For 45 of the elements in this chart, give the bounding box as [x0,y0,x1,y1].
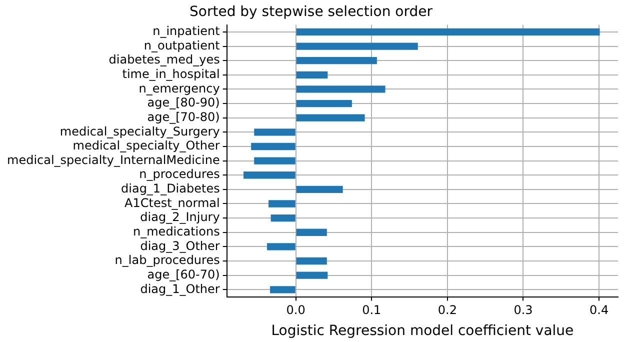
bar [296,86,386,93]
y-tick-label: time_in_hospital [122,67,220,82]
bar [244,172,296,179]
bar [270,286,296,294]
bar [296,114,365,122]
y-tick-label: medical_specialty_InternalMedicine [7,152,220,167]
bar [296,71,328,78]
bar [296,272,328,279]
bar [296,57,377,64]
y-tick-label: n_outpatient [144,38,220,52]
y-tick-label: diag_1_Other [140,282,220,296]
y-tick-label: n_inpatient [152,24,220,38]
y-tick-label: n_emergency [138,81,220,96]
x-tick-label: 0.0 [286,303,306,318]
y-tick-label: n_lab_procedures [114,253,220,268]
y-tick-label: n_procedures [139,167,220,182]
y-tick-label: diag_3_Other [140,238,220,253]
y-tick-label: age_[60-70) [147,267,220,282]
bar [270,214,296,222]
bar [296,100,352,108]
bar [254,128,296,136]
x-tick-label: 0.3 [514,303,533,318]
x-tick-label: 0.2 [438,303,457,318]
y-tick-label: n_medications [133,224,220,239]
bar [254,157,296,164]
y-tick-label: age_[80-90) [147,96,220,110]
bar [296,28,600,36]
bar [296,228,327,236]
y-tick-label: diabetes_med_yes [108,52,220,67]
y-tick-label: medical_specialty_Other [72,138,220,153]
y-tick-label: diag_2_Injury [140,210,220,224]
bar [296,257,327,265]
x-axis-title: Logistic Regression model coefficient value [271,323,574,340]
x-tick-label: 0.1 [362,303,382,318]
bar [268,200,296,208]
chart-title: Sorted by stepwise selection order [190,4,433,20]
bar [296,42,418,50]
y-tick-label: A1Ctest_normal [124,196,220,210]
x-tick-label: 0.4 [590,303,609,318]
bar [296,186,343,194]
bar [251,142,296,150]
y-tick-label: medical_specialty_Surgery [60,124,220,138]
y-tick-label: age_[70-80) [147,110,220,124]
bar [267,243,296,250]
y-tick-label: diag_1_Diabetes [121,182,220,196]
